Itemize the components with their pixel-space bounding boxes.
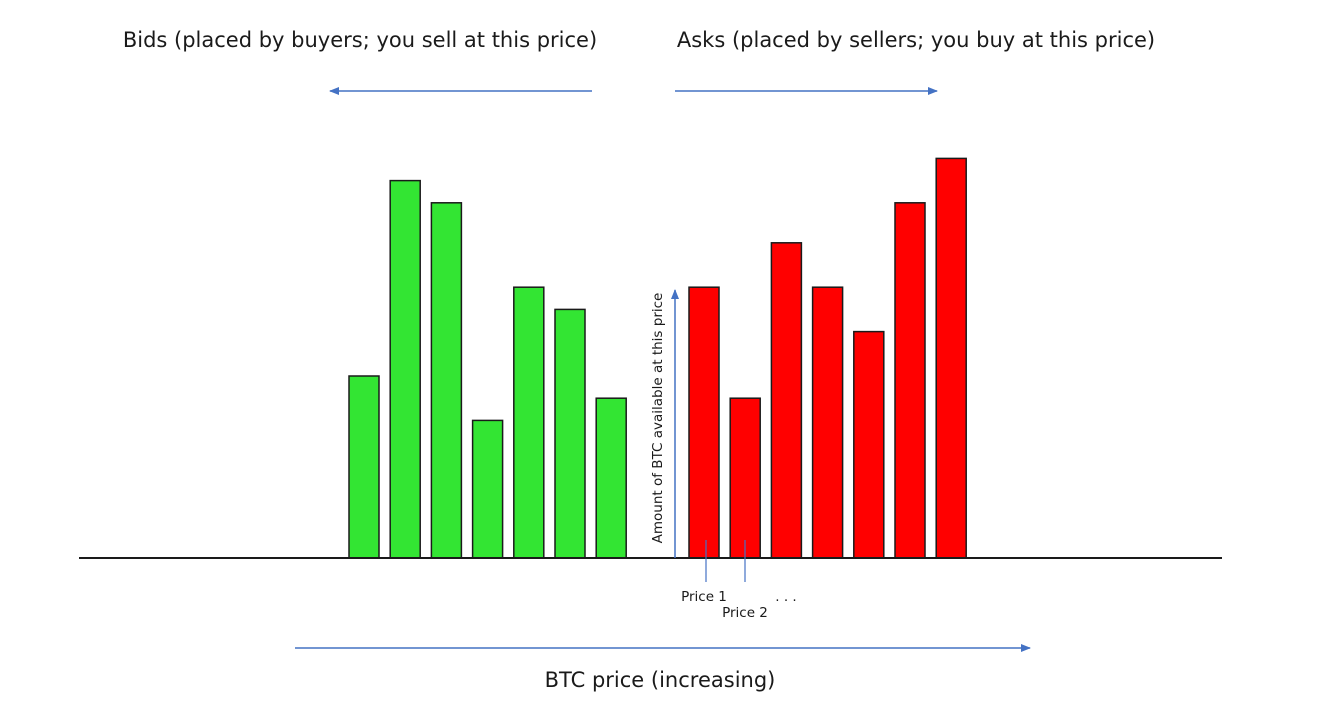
bid-bar-1: [348, 375, 380, 559]
price-2-label: Price 2: [722, 605, 768, 621]
bid-bar-7: [595, 397, 627, 559]
ask-bar-3: [770, 242, 803, 559]
x-axis-label: BTC price (increasing): [545, 668, 776, 692]
ask-bar-2: [729, 397, 761, 559]
bars-group: [348, 157, 967, 559]
bid-bar-2: [389, 179, 421, 559]
ask-bar-6: [894, 202, 926, 559]
ask-bar-7: [935, 157, 967, 559]
ellipsis-label: . . .: [775, 589, 796, 605]
bid-bar-3: [430, 202, 463, 559]
bid-bar-4: [471, 419, 504, 559]
bids-heading: Bids (placed by buyers; you sell at this…: [123, 28, 597, 52]
amount-axis-label: Amount of BTC available at this price: [650, 293, 666, 544]
ask-bar-4: [811, 286, 844, 559]
price-1-label: Price 1: [681, 589, 727, 605]
ask-bar-1: [688, 286, 720, 559]
bid-bar-5: [513, 286, 545, 559]
ask-bar-5: [853, 330, 885, 559]
asks-heading: Asks (placed by sellers; you buy at this…: [677, 28, 1155, 52]
bid-bar-6: [554, 308, 586, 559]
